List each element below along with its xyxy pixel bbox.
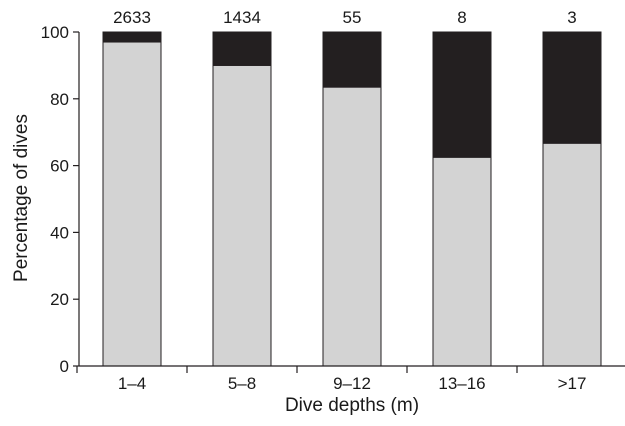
bar-segment-lower-1 (212, 64, 272, 367)
x-tick-label: 13–16 (438, 374, 485, 393)
x-tick-label: >17 (558, 374, 587, 393)
bar-segment-upper-2 (322, 31, 382, 88)
y-axis-title: Percentage of dives (11, 114, 32, 282)
y-tick-label: 80 (50, 90, 69, 109)
y-axis: 0 20 40 60 80 100 (41, 23, 80, 376)
y-tick-label: 60 (50, 157, 69, 176)
bar-segment-upper-4 (542, 31, 602, 144)
y-tick-label: 0 (60, 357, 69, 376)
bar-segment-lower-3 (432, 156, 492, 367)
count-label: 2633 (113, 8, 151, 27)
bar-segment-lower-4 (542, 142, 602, 367)
y-tick-label: 20 (50, 290, 69, 309)
bar-segment-lower-0 (102, 41, 162, 367)
x-axis-title: Dive depths (m) (285, 395, 419, 416)
count-label: 1434 (223, 8, 261, 27)
x-axis: 1–4 5–8 9–12 13–16 >17 (76, 365, 625, 393)
bar-segment-lower-2 (322, 86, 382, 367)
count-label: 8 (457, 8, 466, 27)
x-tick-label: 9–12 (333, 374, 371, 393)
plot-area: 2633 1434 55 8 3 (102, 8, 602, 367)
x-tick-label: 5–8 (228, 374, 256, 393)
count-label: 55 (343, 8, 362, 27)
bar-segment-upper-0 (102, 31, 162, 43)
bar-segment-upper-3 (432, 31, 492, 158)
y-tick-label: 40 (50, 223, 69, 242)
y-tick-label: 100 (41, 23, 69, 42)
bar-segment-upper-1 (212, 31, 272, 66)
x-tick-label: 1–4 (118, 374, 146, 393)
count-label: 3 (567, 8, 576, 27)
